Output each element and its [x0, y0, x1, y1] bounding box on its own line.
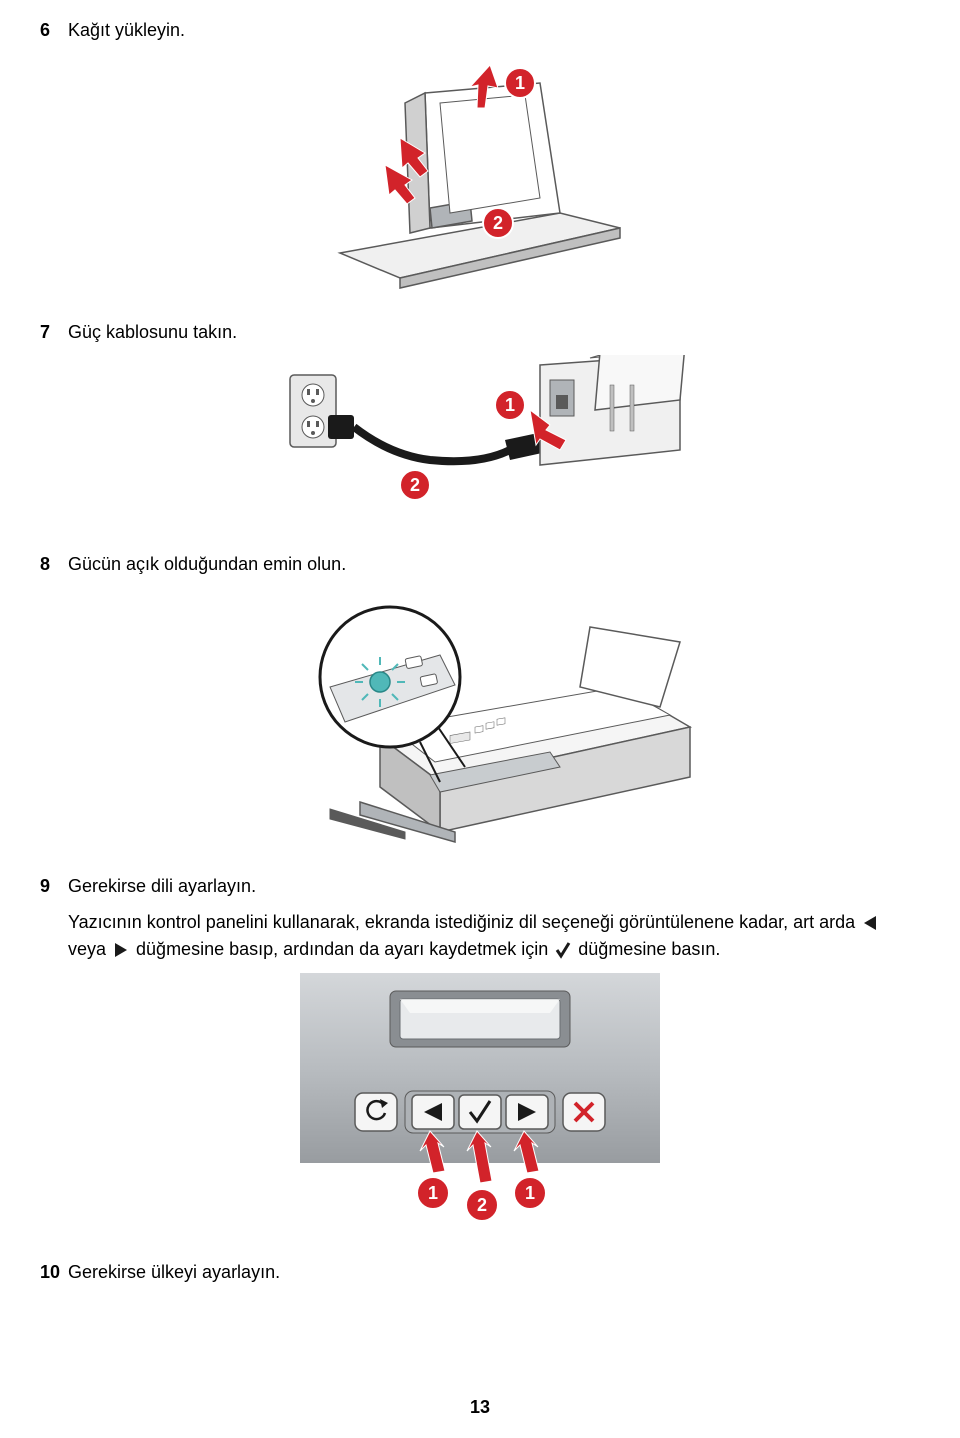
step-9-body: Yazıcının kontrol panelini kullanarak, e…	[68, 909, 920, 963]
check-icon	[555, 941, 571, 959]
left-arrow-icon	[862, 915, 878, 931]
step-9-number: 9	[40, 876, 68, 897]
step-7-text: Güç kablosunu takın.	[68, 322, 237, 343]
callout-2-center: 2	[477, 1195, 487, 1215]
step-7: 7 Güç kablosunu takın.	[40, 322, 920, 530]
step-9-body-b: veya	[68, 939, 111, 959]
step-10-text: Gerekirse ülkeyi ayarlayın.	[68, 1262, 280, 1283]
step-6-number: 6	[40, 20, 68, 41]
step-9-body-c: düğmesine basıp, ardından da ayarı kayde…	[131, 939, 553, 959]
step-7-number: 7	[40, 322, 68, 343]
step-9-header: 9 Gerekirse dili ayarlayın.	[40, 876, 920, 897]
step-8-header: 8 Gücün açık olduğundan emin olun.	[40, 554, 920, 575]
figure-4-control-panel: 1 2 1	[40, 973, 920, 1238]
step-9: 9 Gerekirse dili ayarlayın. Yazıcının ko…	[40, 876, 920, 1238]
callout-2: 2	[410, 475, 420, 495]
step-10: 10 Gerekirse ülkeyi ayarlayın.	[40, 1262, 920, 1283]
callout-1: 1	[515, 73, 525, 93]
step-9-body-a: Yazıcının kontrol panelini kullanarak, e…	[68, 912, 860, 932]
step-6: 6 Kağıt yükleyin. 1 2	[40, 20, 920, 298]
step-6-text: Kağıt yükleyin.	[68, 20, 185, 41]
step-6-header: 6 Kağıt yükleyin.	[40, 20, 920, 41]
right-arrow-icon	[113, 942, 129, 958]
step-10-header: 10 Gerekirse ülkeyi ayarlayın.	[40, 1262, 920, 1283]
step-9-body-d: düğmesine basın.	[573, 939, 720, 959]
step-8: 8 Gücün açık olduğundan emin olun.	[40, 554, 920, 852]
callout-1-left: 1	[428, 1183, 438, 1203]
callout-2: 2	[493, 213, 503, 233]
figure-1-load-paper: 1 2	[40, 53, 920, 298]
step-8-number: 8	[40, 554, 68, 575]
step-10-number: 10	[40, 1262, 68, 1283]
figure-2-power-cable: 1 2	[40, 355, 920, 530]
callout-1-right: 1	[525, 1183, 535, 1203]
step-7-header: 7 Güç kablosunu takın.	[40, 322, 920, 343]
step-9-text: Gerekirse dili ayarlayın.	[68, 876, 256, 897]
step-8-text: Gücün açık olduğundan emin olun.	[68, 554, 346, 575]
figure-3-power-on	[40, 587, 920, 852]
callout-1: 1	[505, 395, 515, 415]
page-number: 13	[0, 1397, 960, 1418]
